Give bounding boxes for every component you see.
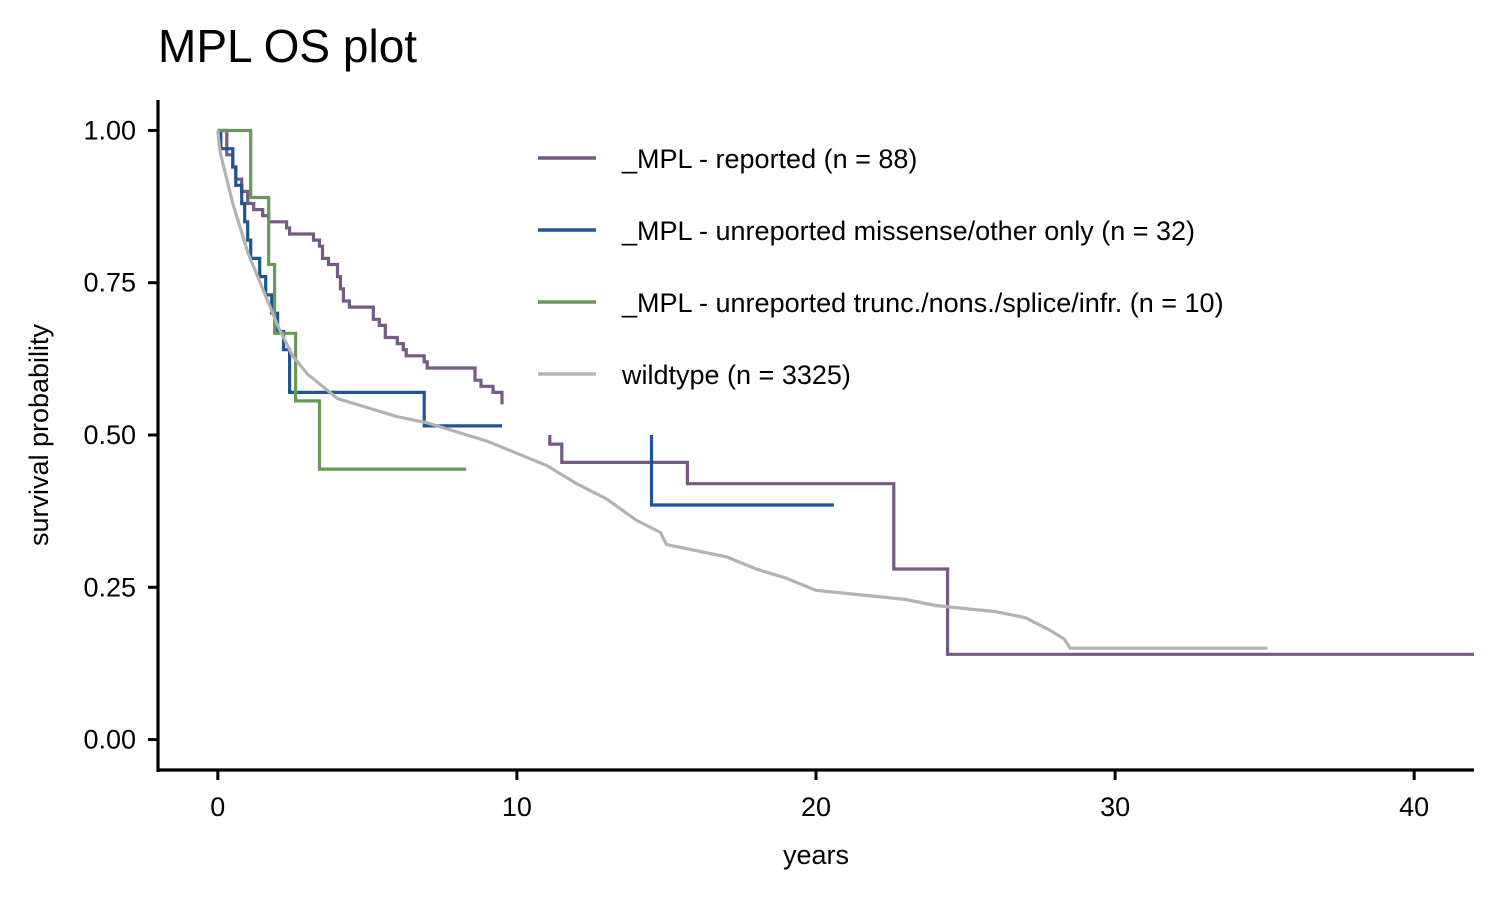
series-line-0-segment-0 xyxy=(217,128,504,405)
y-tick-label: 1.00 xyxy=(83,115,136,145)
series-line-1-segment-0 xyxy=(217,128,502,428)
legend-label-0: _MPL - reported (n = 88) xyxy=(621,144,917,174)
x-axis-ticks: 0 10 20 30 40 xyxy=(210,770,1429,822)
y-axis-title: survival probability xyxy=(24,323,54,546)
x-tick-label: 20 xyxy=(801,792,831,822)
x-axis-title: years xyxy=(783,840,849,870)
series-line-3-segment-0 xyxy=(216,130,1268,650)
legend-label-1: _MPL - unreported missense/other only (n… xyxy=(621,216,1195,246)
x-tick-label: 10 xyxy=(502,792,532,822)
y-tick-label: 0.75 xyxy=(83,268,136,298)
x-tick-label: 0 xyxy=(210,792,225,822)
x-tick-label: 30 xyxy=(1100,792,1130,822)
y-axis-ticks: 0.00 0.25 0.50 0.75 1.00 xyxy=(83,115,158,755)
series-line-2-segment-0 xyxy=(217,128,467,471)
x-tick-label: 40 xyxy=(1399,792,1429,822)
legend-label-3: wildtype (n = 3325) xyxy=(621,360,851,390)
y-tick-label: 0.50 xyxy=(83,420,136,450)
legend: _MPL - reported (n = 88) _MPL - unreporte… xyxy=(538,144,1224,390)
chart-title: MPL OS plot xyxy=(158,20,417,72)
y-tick-label: 0.00 xyxy=(83,725,136,755)
legend-label-2: _MPL - unreported trunc./nons./splice/in… xyxy=(621,288,1224,318)
y-tick-label: 0.25 xyxy=(83,572,136,602)
plot-curves xyxy=(216,128,1474,656)
series-line-0-segment-1 xyxy=(548,435,1474,656)
series-line-1-segment-1 xyxy=(649,435,834,507)
